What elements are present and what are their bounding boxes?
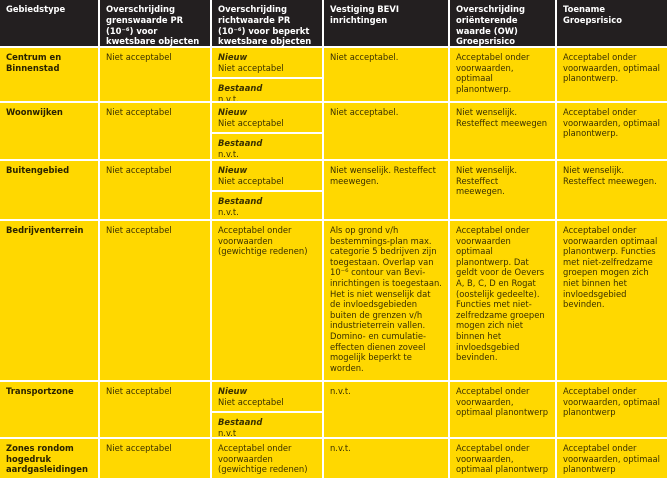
cell-grenswaarde: Niet acceptabel — [100, 221, 210, 380]
cell-bevi: Niet acceptabel. — [324, 48, 448, 101]
nieuw-value: Niet acceptabel — [218, 396, 284, 407]
sub-cell-bestaand: Bestaand n.v.t. — [212, 134, 322, 159]
cell-gebiedstype: Centrum en Binnenstad — [0, 48, 98, 101]
sub-cell-bestaand: Bestaand n.v.t. — [212, 192, 322, 219]
cell-grenswaarde: Niet acceptabel — [100, 382, 210, 437]
cell-toename: Niet wenselijk. Resteffect meewegen. — [557, 161, 667, 219]
cell-gebiedstype: Woonwijken — [0, 103, 98, 159]
nieuw-value: Niet acceptabel — [218, 175, 284, 186]
cell-toename: Acceptabel onder voorwaarden, optimaal p… — [557, 48, 667, 101]
cell-bevi: Niet wenselijk. Resteffect meewegen. — [324, 161, 448, 219]
cell-ow: Acceptabel onder voorwaarden, optimaal p… — [450, 382, 555, 437]
bestaand-label: Bestaand — [218, 138, 263, 149]
header-toename: Toename Groepsrisico — [557, 0, 667, 46]
cell-toename: Acceptabel onder voorwaarden, optimaal p… — [557, 103, 667, 159]
bestaand-label: Bestaand — [218, 196, 263, 207]
cell-ow: Acceptabel onder voorwaarden optimaal pl… — [450, 221, 555, 380]
cell-bevi: Niet acceptabel. — [324, 103, 448, 159]
sub-cell-nieuw: Nieuw Niet acceptabel — [212, 103, 322, 133]
cell-ow: Acceptabel onder voorwaarden, optimaal p… — [450, 439, 555, 478]
header-ow: Overschrijding oriënterende waarde (OW) … — [450, 0, 555, 46]
bestaand-label: Bestaand — [218, 83, 263, 94]
bestaand-value: n.v.t. — [218, 148, 239, 159]
header-gebiedstype: Gebiedstype — [0, 0, 98, 46]
cell-grenswaarde: Niet acceptabel — [100, 48, 210, 101]
cell-toename: Acceptabel onder voorwaarden, optimaal p… — [557, 439, 667, 478]
bestaand-label: Bestaand — [218, 417, 263, 428]
sub-cell-nieuw: Nieuw Niet acceptabel — [212, 382, 322, 412]
nieuw-value: Niet acceptabel — [218, 117, 284, 128]
cell-bevi: n.v.t. — [324, 439, 448, 478]
sub-cell-bestaand: Bestaand n.v.t. — [212, 79, 322, 101]
cell-gebiedstype: Bedrijventerrein — [0, 221, 98, 380]
nieuw-label: Nieuw — [218, 107, 248, 117]
cell-ow: Niet wenselijk. Resteffect meewegen — [450, 103, 555, 159]
sub-cell-nieuw: Nieuw Niet acceptabel — [212, 161, 322, 191]
header-bevi: Vestiging BEVI inrichtingen — [324, 0, 448, 46]
cell-toename: Acceptabel onder voorwaarden, optimaal p… — [557, 382, 667, 437]
cell-gebiedstype: Zones rondom hogedruk aardgasleidingen — [0, 439, 98, 478]
cell-grenswaarde: Niet acceptabel — [100, 161, 210, 219]
cell-richtwaarde: Nieuw Niet acceptabel Bestaand n.v.t. — [212, 103, 322, 159]
header-grenswaarde: Overschrijding grenswaarde PR (10⁻⁶) voo… — [100, 0, 210, 46]
nieuw-label: Nieuw — [218, 386, 248, 396]
cell-bevi: n.v.t. — [324, 382, 448, 437]
cell-gebiedstype: Buitengebied — [0, 161, 98, 219]
cell-ow: Niet wenselijk. Resteffect meewegen. — [450, 161, 555, 219]
cell-toename: Acceptabel onder voorwaarden optimaal pl… — [557, 221, 667, 380]
bestaand-value: n.v.t. — [218, 206, 239, 217]
nieuw-label: Nieuw — [218, 165, 248, 175]
cell-ow: Acceptabel onder voorwaarden, optimaal p… — [450, 48, 555, 101]
nieuw-label: Nieuw — [218, 52, 248, 62]
cell-richtwaarde: Acceptabel onder voorwaarden (gewichtige… — [212, 221, 322, 380]
nieuw-value: Niet acceptabel — [218, 62, 284, 73]
cell-richtwaarde: Nieuw Niet acceptabel Bestaand n.v.t. — [212, 48, 322, 101]
cell-richtwaarde: Acceptabel onder voorwaarden (gewichtige… — [212, 439, 322, 478]
bestaand-value: n.v.t — [218, 427, 237, 437]
cell-gebiedstype: Transportzone — [0, 382, 98, 437]
header-richtwaarde: Overschrijding richtwaarde PR (10⁻⁶) voo… — [212, 0, 322, 46]
sub-cell-bestaand: Bestaand n.v.t — [212, 413, 322, 437]
sub-cell-nieuw: Nieuw Niet acceptabel — [212, 48, 322, 78]
bestaand-value: n.v.t. — [218, 93, 239, 101]
cell-bevi: Als op grond v/h bestemmings-plan max. c… — [324, 221, 448, 380]
cell-grenswaarde: Niet acceptabel — [100, 439, 210, 478]
cell-grenswaarde: Niet acceptabel — [100, 103, 210, 159]
cell-richtwaarde: Nieuw Niet acceptabel Bestaand n.v.t. — [212, 161, 322, 219]
cell-richtwaarde: Nieuw Niet acceptabel Bestaand n.v.t — [212, 382, 322, 437]
